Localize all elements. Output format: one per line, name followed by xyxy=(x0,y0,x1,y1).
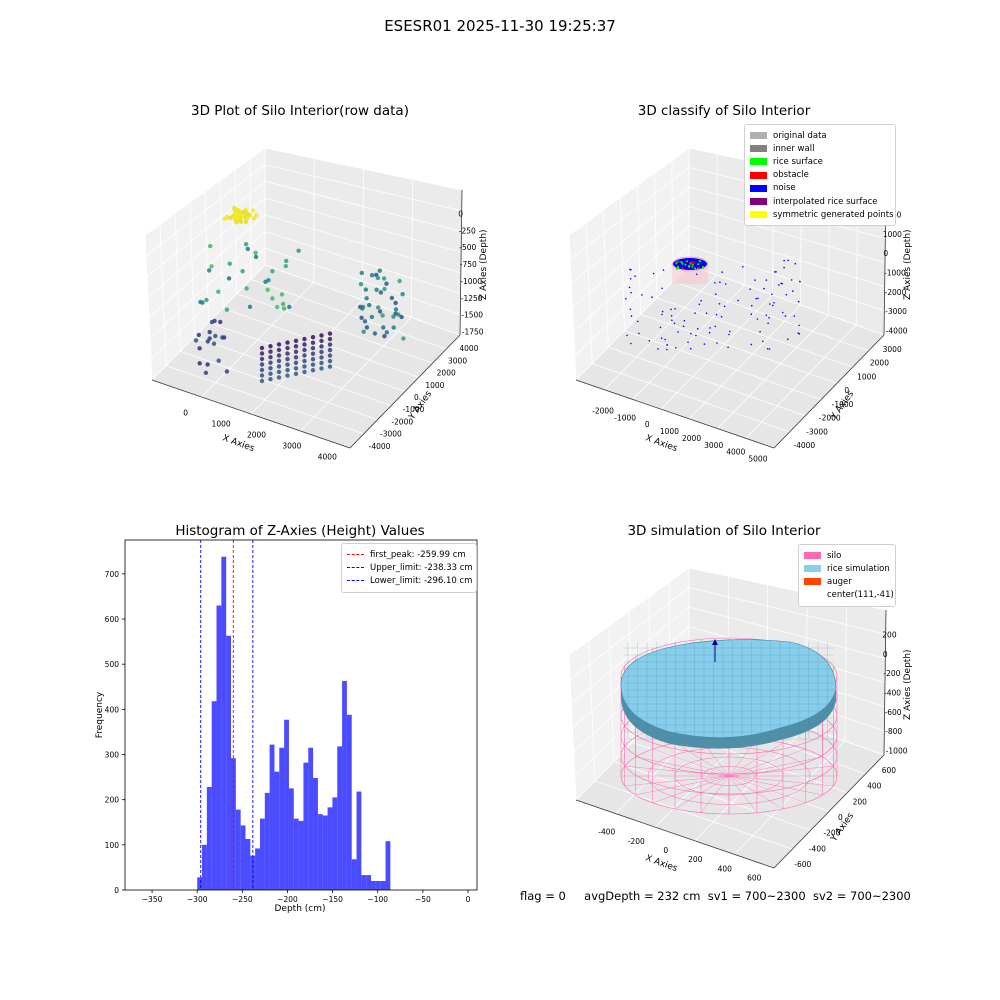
histogram-bar xyxy=(236,810,241,890)
histogram-bar xyxy=(197,877,202,890)
histogram-bar xyxy=(337,746,342,890)
legend-label: rice simulation xyxy=(827,564,890,574)
histogram-bar xyxy=(308,748,313,890)
legend-label: first_peak: -259.99 cm xyxy=(370,550,466,560)
legend-line xyxy=(347,567,364,568)
simulation-plot-title: 3D simulation of Silo Interior xyxy=(574,523,874,539)
legend-label: silo xyxy=(827,551,841,561)
simulation-legend-item: silo xyxy=(804,549,890,562)
histogram-x-tick-label: −300 xyxy=(187,895,208,904)
legend-swatch xyxy=(804,552,821,559)
histogram-x-tick-label: −350 xyxy=(142,895,163,904)
histogram-bar xyxy=(347,715,352,890)
histogram-bar xyxy=(255,848,260,890)
histogram-bar xyxy=(284,720,289,890)
histogram-bar xyxy=(303,763,308,890)
simulation-legend: silo rice simulation auger center(111,-41) xyxy=(798,544,896,607)
histogram-bar xyxy=(260,819,265,890)
legend-label: Upper_limit: -238.33 cm xyxy=(370,563,473,573)
histogram-bar xyxy=(352,859,357,890)
histogram-bar xyxy=(202,845,207,890)
histogram-x-tick-label: −150 xyxy=(322,895,343,904)
histogram-y-tick-label: 700 xyxy=(105,570,120,579)
legend-swatch xyxy=(804,578,821,585)
histogram-bar xyxy=(376,881,381,890)
legend-swatch xyxy=(804,565,821,572)
histogram-bar xyxy=(270,745,275,890)
histogram-bar xyxy=(313,778,318,890)
histogram-legend: first_peak: -259.99 cm Upper_limit: -238.… xyxy=(341,543,477,593)
simulation-legend-item: auger xyxy=(804,575,890,588)
histogram-y-tick-label: 0 xyxy=(114,886,119,895)
histogram-x-label: Depth (cm) xyxy=(274,904,325,914)
legend-swatch xyxy=(804,592,821,599)
histogram-x-tick-label: −50 xyxy=(415,895,431,904)
histogram-x-tick-label: −250 xyxy=(232,895,253,904)
legend-label: center(111,-41) xyxy=(827,590,894,600)
histogram-bar xyxy=(289,788,294,890)
histogram-bar xyxy=(328,807,333,890)
histogram-bar xyxy=(332,797,337,890)
flag-text: flag = 0 xyxy=(520,889,566,903)
histogram-bar xyxy=(366,875,371,890)
legend-label: auger xyxy=(827,577,852,587)
sv2-text: sv2 = 700~2300 xyxy=(813,889,911,903)
legend-line xyxy=(347,554,364,555)
histogram-legend-item: Upper_limit: -238.33 cm xyxy=(347,561,471,574)
histogram-bar xyxy=(245,839,250,890)
histogram-y-tick-label: 400 xyxy=(105,705,120,714)
histogram-bar xyxy=(226,636,231,890)
histogram-y-tick-label: 500 xyxy=(105,660,120,669)
sv1-text: sv1 = 700~2300 xyxy=(708,889,806,903)
avg-depth-text: avgDepth = 232 cm xyxy=(584,889,700,903)
histogram-bar xyxy=(386,841,391,890)
histogram-y-tick-label: 300 xyxy=(105,751,120,760)
simulation-legend-item: rice simulation xyxy=(804,562,890,575)
histogram-bars xyxy=(197,557,390,890)
legend-label: Lower_limit: -296.10 cm xyxy=(370,576,472,586)
histogram-x-tick-label: −100 xyxy=(367,895,388,904)
histogram-bar xyxy=(274,772,279,890)
histogram-bar xyxy=(357,792,362,890)
histogram-bar xyxy=(207,787,212,890)
histogram-bar xyxy=(212,701,217,890)
histogram-legend-item: Lower_limit: -296.10 cm xyxy=(347,574,471,587)
histogram-bar xyxy=(265,793,270,890)
histogram-y-tick-label: 100 xyxy=(105,841,120,850)
histogram-bar xyxy=(342,681,347,890)
histogram-bar xyxy=(318,814,323,890)
histogram-x-tick-label: 0 xyxy=(466,895,471,904)
legend-line xyxy=(347,580,364,581)
histogram-y-tick-label: 200 xyxy=(105,796,120,805)
status-footer: flag = 0 avgDepth = 232 cm sv1 = 700~230… xyxy=(520,889,911,903)
simulation-legend-item: center(111,-41) xyxy=(804,589,890,602)
histogram-bar xyxy=(299,821,304,890)
histogram-bar xyxy=(381,881,386,890)
histogram-y-tick-label: 600 xyxy=(105,615,120,624)
histogram-bar xyxy=(371,881,376,890)
histogram-legend-item: first_peak: -259.99 cm xyxy=(347,548,471,561)
histogram-bar xyxy=(294,819,299,890)
histogram-bar xyxy=(323,815,328,890)
histogram-bar xyxy=(279,748,284,890)
histogram-x-tick-label: −200 xyxy=(277,895,298,904)
histogram-bar xyxy=(217,605,222,890)
histogram-bar xyxy=(221,557,226,890)
histogram-bar xyxy=(241,825,246,890)
histogram-bar xyxy=(361,875,366,890)
histogram-y-label: Frequency xyxy=(95,691,105,738)
